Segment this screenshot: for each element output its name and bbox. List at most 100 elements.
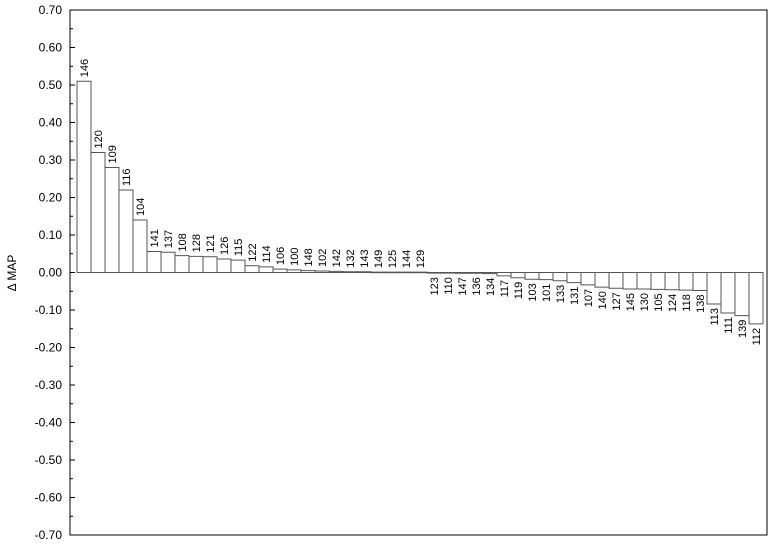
bar-label: 112	[751, 328, 763, 346]
bar-107	[580, 272, 596, 286]
bar-label: 120	[93, 130, 105, 148]
bars-group	[76, 80, 764, 325]
bar-137	[160, 251, 176, 273]
bar-117	[496, 272, 512, 277]
bar-label: 118	[681, 294, 693, 312]
bar-label: 141	[149, 229, 161, 247]
bar-label: 139	[737, 320, 749, 338]
bar-142	[328, 270, 344, 273]
bar-129	[412, 271, 428, 274]
bar-100	[286, 269, 302, 273]
y-tick-label: 0.70	[39, 3, 63, 17]
bar-label: 104	[135, 198, 147, 216]
bar-label: 117	[499, 280, 511, 298]
bar-label: 115	[233, 239, 245, 257]
y-tick-label: -0.20	[35, 341, 63, 355]
bar-label: 121	[205, 234, 217, 252]
bar-label: 102	[317, 249, 329, 267]
y-tick-label: 0.50	[39, 78, 63, 92]
y-tick-label: -0.10	[35, 303, 63, 317]
y-tick-label: 0.10	[39, 228, 63, 242]
y-tick-label: 0.30	[39, 153, 63, 167]
bar-label: 110	[443, 277, 455, 295]
bar-111	[720, 272, 736, 314]
bar-label: 128	[191, 234, 203, 252]
bar-122	[244, 265, 260, 273]
bar-123	[426, 272, 442, 274]
bar-115	[230, 259, 246, 273]
y-tick-label: -0.40	[35, 416, 63, 430]
bar-label: 148	[303, 248, 315, 266]
bar-label: 131	[569, 287, 581, 305]
bar-101	[538, 272, 554, 281]
bar-108	[174, 255, 190, 273]
bar-label: 134	[485, 278, 497, 296]
bar-label: 124	[667, 294, 679, 312]
bar-119	[510, 272, 526, 279]
bar-102	[314, 270, 330, 273]
bar-label: 100	[289, 248, 301, 266]
bar-148	[300, 270, 316, 273]
bar-127	[608, 272, 624, 289]
bar-131	[566, 272, 582, 284]
bar-128	[188, 255, 204, 273]
bar-label: 113	[709, 308, 721, 326]
bar-label: 123	[429, 277, 441, 295]
y-axis: 0.70 0.60 0.50 0.40 0.30 0.20 0.10 0.00 -0.10 -0.…	[35, 3, 75, 542]
bar-105	[650, 272, 666, 290]
y-tick-label: 0.60	[39, 41, 63, 55]
bar-label: 114	[261, 245, 273, 263]
bar-label: 130	[639, 293, 651, 311]
y-tick-label: 0.40	[39, 116, 63, 130]
bar-149	[370, 271, 386, 274]
y-axis-title: Δ MAP	[5, 255, 19, 292]
bar-label: 119	[513, 282, 525, 300]
bar-label: 125	[387, 250, 399, 268]
bar-138	[692, 272, 708, 291]
bar-label: 132	[345, 249, 357, 267]
bar-126	[216, 258, 232, 273]
bar-label: 122	[247, 243, 259, 261]
bar-label: 145	[625, 293, 637, 311]
bar-label: 107	[583, 289, 595, 307]
bar-label: 146	[79, 59, 91, 77]
bar-147	[454, 272, 470, 274]
bar-label: 116	[121, 168, 133, 186]
bar-130	[636, 272, 652, 290]
bar-116	[118, 189, 134, 273]
y-tick-label: -0.60	[35, 491, 63, 505]
bar-104	[132, 219, 148, 273]
bar-143	[356, 271, 372, 273]
bar-103	[524, 272, 540, 280]
bar-120	[90, 152, 106, 273]
bar-label: 133	[555, 285, 567, 303]
bar-118	[678, 272, 694, 291]
bar-110	[440, 272, 456, 274]
bar-label: 136	[471, 277, 483, 295]
bar-label: 129	[415, 250, 427, 268]
bar-label: 111	[723, 317, 735, 334]
y-tick-label: -0.70	[35, 528, 63, 542]
bar-140	[594, 272, 610, 288]
bar-label: 143	[359, 249, 371, 267]
bar-114	[258, 266, 274, 273]
bar-label: 127	[611, 292, 623, 310]
y-tick-label: 0.20	[39, 191, 63, 205]
bar-125	[384, 271, 400, 274]
bar-133	[552, 272, 568, 282]
bar-106	[272, 268, 288, 273]
bar-136	[468, 272, 484, 274]
y-tick-label: 0.00	[39, 266, 63, 280]
bar-label: 138	[695, 295, 707, 313]
bar-109	[104, 167, 120, 273]
bar-113	[706, 272, 722, 305]
bar-label: 147	[457, 277, 469, 295]
bar-label: 103	[527, 283, 539, 301]
bar-label: 149	[373, 250, 385, 268]
bar-141	[146, 251, 162, 273]
y-tick-label: -0.30	[35, 378, 63, 392]
bar-label: 137	[163, 230, 175, 248]
bar-145	[622, 272, 638, 290]
